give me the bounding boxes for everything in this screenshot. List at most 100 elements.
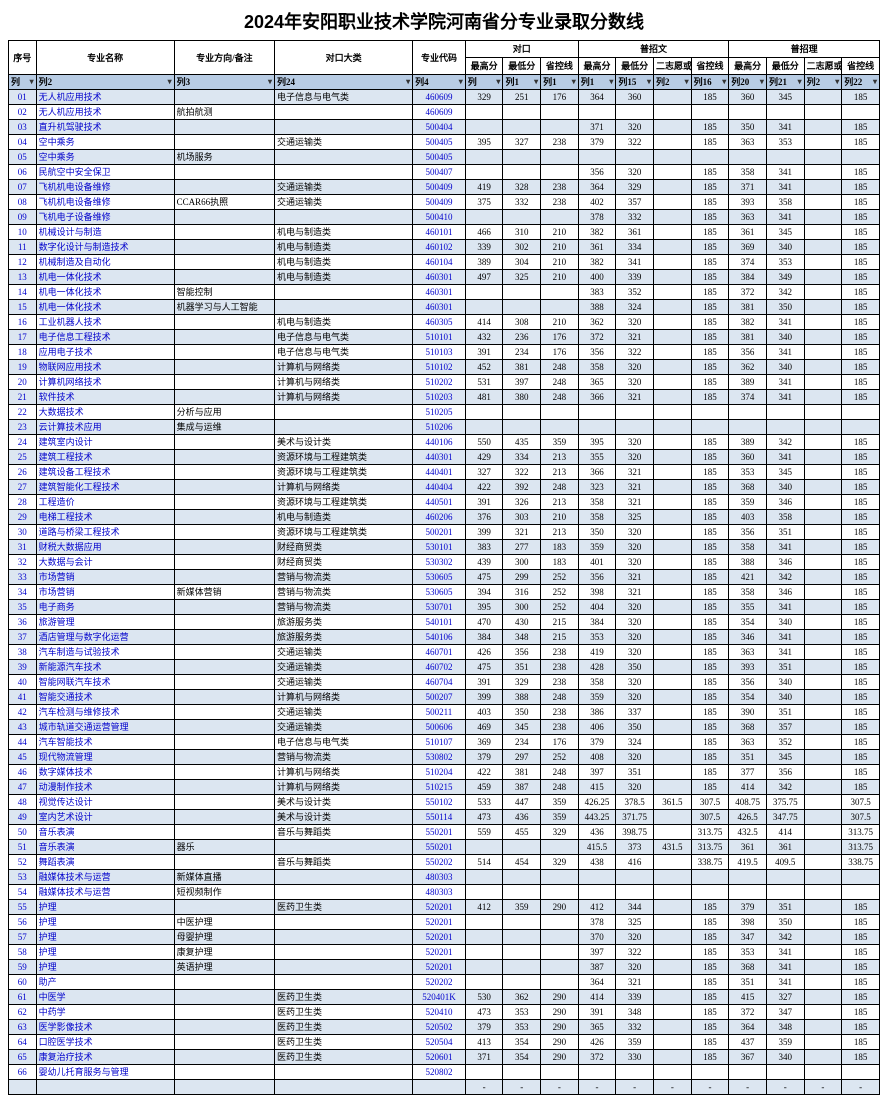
cell: 185 xyxy=(842,135,880,150)
cell: 388 xyxy=(729,555,767,570)
cell xyxy=(654,780,692,795)
cell: 500606 xyxy=(413,720,466,735)
cell: 402 xyxy=(578,195,616,210)
cell: 353 xyxy=(729,465,767,480)
cell: 403 xyxy=(729,510,767,525)
cell: 185 xyxy=(691,450,729,465)
filter-cell[interactable]: 列24 xyxy=(275,75,413,90)
filter-cell[interactable]: 列4 xyxy=(413,75,466,90)
filter-cell[interactable]: 列1 xyxy=(541,75,579,90)
cell xyxy=(174,1080,274,1095)
cell xyxy=(174,510,274,525)
cell: 320 xyxy=(616,690,654,705)
cell xyxy=(842,105,880,120)
cell: 机场服务 xyxy=(174,150,274,165)
cell: 392 xyxy=(503,480,541,495)
cell xyxy=(654,1065,692,1080)
cell: 460609 xyxy=(413,90,466,105)
cell: 340 xyxy=(766,330,804,345)
table-row: 66婴幼儿托育服务与管理520802 xyxy=(9,1065,880,1080)
cell: 01 xyxy=(9,90,37,105)
cell: 321 xyxy=(616,465,654,480)
cell: 371.75 xyxy=(616,810,654,825)
cell: 185 xyxy=(691,630,729,645)
cell: 351 xyxy=(729,750,767,765)
filter-cell[interactable]: 列2 xyxy=(36,75,174,90)
cell xyxy=(503,165,541,180)
cell: 321 xyxy=(616,330,654,345)
cell: 360 xyxy=(729,90,767,105)
filter-cell[interactable]: 列20 xyxy=(729,75,767,90)
cell: 346 xyxy=(766,555,804,570)
filter-cell[interactable]: 列22 xyxy=(842,75,880,90)
cell xyxy=(174,1050,274,1065)
cell: 323 xyxy=(578,480,616,495)
cell xyxy=(465,840,503,855)
filter-cell[interactable]: 列15 xyxy=(616,75,654,90)
cell: 329 xyxy=(616,180,654,195)
cell: 460101 xyxy=(413,225,466,240)
cell xyxy=(275,300,413,315)
filter-cell[interactable]: 列2 xyxy=(804,75,842,90)
cell: 185 xyxy=(691,90,729,105)
cell: 47 xyxy=(9,780,37,795)
filter-cell[interactable]: 列1 xyxy=(503,75,541,90)
cell xyxy=(804,225,842,240)
cell: 327 xyxy=(465,465,503,480)
filter-cell[interactable]: 列2 xyxy=(654,75,692,90)
cell xyxy=(766,870,804,885)
cell: 185 xyxy=(691,675,729,690)
cell: 460305 xyxy=(413,315,466,330)
cell: 340 xyxy=(766,360,804,375)
cell: 339 xyxy=(616,990,654,1005)
filter-cell[interactable]: 列21 xyxy=(766,75,804,90)
cell: 342 xyxy=(766,285,804,300)
hdr-pzw-sec: 二志愿或征集志愿最低分 xyxy=(654,58,692,75)
cell xyxy=(174,1065,274,1080)
cell xyxy=(541,870,579,885)
cell: 332 xyxy=(616,210,654,225)
cell xyxy=(654,1035,692,1050)
cell: 426.5 xyxy=(729,810,767,825)
cell: 185 xyxy=(842,165,880,180)
table-row: 63医学影像技术医药卫生类520502379353290365332185364… xyxy=(9,1020,880,1035)
cell: 护理 xyxy=(36,930,174,945)
cell: 353 xyxy=(766,135,804,150)
cell: 325 xyxy=(503,270,541,285)
cell: 54 xyxy=(9,885,37,900)
cell: - xyxy=(465,1080,503,1095)
cell: 185 xyxy=(842,720,880,735)
cell: 65 xyxy=(9,1050,37,1065)
cell xyxy=(275,1065,413,1080)
cell xyxy=(174,345,274,360)
cell xyxy=(654,690,692,705)
cell: 48 xyxy=(9,795,37,810)
cell xyxy=(541,210,579,225)
filter-cell[interactable]: 列1 xyxy=(578,75,616,90)
cell xyxy=(654,465,692,480)
hdr-dir: 专业方向/备注 xyxy=(174,41,274,75)
cell: 340 xyxy=(766,480,804,495)
filter-cell[interactable]: 列 xyxy=(465,75,503,90)
filter-cell[interactable]: 列16 xyxy=(691,75,729,90)
table-row: 48视觉传达设计美术与设计类550102533447359426.25378.5… xyxy=(9,795,880,810)
cell xyxy=(275,105,413,120)
cell: 185 xyxy=(842,330,880,345)
cell: 无人机应用技术 xyxy=(36,90,174,105)
cell: 机械制造及自动化 xyxy=(36,255,174,270)
cell: 361 xyxy=(766,840,804,855)
cell: 480303 xyxy=(413,870,466,885)
cell: 435 xyxy=(503,435,541,450)
cell: 440404 xyxy=(413,480,466,495)
filter-cell[interactable]: 列 xyxy=(9,75,37,90)
cell: 185 xyxy=(842,690,880,705)
cell: 432 xyxy=(465,330,503,345)
cell xyxy=(654,975,692,990)
cell xyxy=(804,600,842,615)
cell: 计算机与网络类 xyxy=(275,390,413,405)
cell xyxy=(503,975,541,990)
filter-cell[interactable]: 列3 xyxy=(174,75,274,90)
cell xyxy=(804,960,842,975)
cell: 533 xyxy=(465,795,503,810)
cell: 419.5 xyxy=(729,855,767,870)
